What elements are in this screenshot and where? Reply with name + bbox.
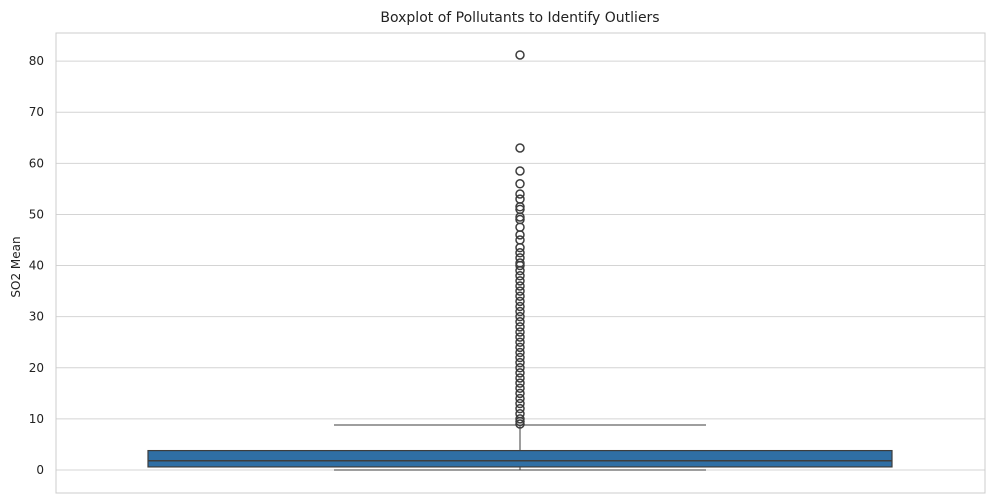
outlier-point-37 — [515, 235, 525, 245]
outlier-point-8 — [515, 383, 525, 393]
gridlines — [56, 60, 985, 471]
y-tick-label-60: 60 — [29, 156, 44, 170]
outlier-point-17 — [515, 337, 525, 347]
outlier-point-28 — [515, 281, 525, 291]
outlier-point-23 — [515, 306, 525, 317]
outlier-point-44 — [515, 194, 525, 204]
outlier-point-19 — [515, 327, 525, 337]
outlier-point-29 — [515, 276, 525, 286]
outlier-point-35 — [515, 248, 525, 258]
y-tick-label-20: 20 — [29, 361, 44, 375]
y-tick-label-70: 70 — [29, 105, 44, 119]
outlier-point-10 — [515, 373, 525, 383]
outlier-point-9 — [515, 378, 525, 388]
outlier-point-48 — [515, 143, 525, 153]
y-tick-label-30: 30 — [29, 310, 44, 324]
outlier-point-13 — [515, 357, 525, 368]
outlier-point-2 — [515, 414, 525, 424]
outlier-point-38 — [515, 230, 525, 240]
outlier-point-49 — [515, 50, 525, 60]
outlier-point-24 — [515, 301, 525, 312]
outlier-point-18 — [515, 332, 525, 342]
outlier-point-36 — [515, 242, 525, 253]
outlier-point-47 — [515, 166, 525, 176]
outlier-point-5 — [515, 398, 525, 409]
outlier-point-11 — [515, 368, 525, 378]
outlier-point-12 — [515, 363, 525, 373]
y-tick-labels: 0 10 20 30 40 50 60 70 80 — [29, 54, 44, 477]
outlier-point-4 — [515, 403, 525, 414]
outlier-point-25 — [515, 296, 525, 307]
y-tick-label-10: 10 — [29, 412, 44, 426]
outlier-point-33 — [515, 258, 525, 268]
outlier-point-20 — [515, 322, 525, 332]
outlier-point-16 — [515, 342, 525, 353]
outlier-point-3 — [515, 409, 525, 419]
outlier-point-15 — [515, 347, 525, 358]
outlier-point-30 — [515, 271, 525, 281]
chart-title: Boxplot of Pollutants to Identify Outlie… — [380, 10, 659, 26]
outlier-point-45 — [515, 189, 525, 199]
iqr-box — [147, 449, 893, 468]
outlier-point-46 — [515, 179, 525, 189]
y-tick-label-80: 80 — [29, 54, 44, 68]
y-tick-label-0: 0 — [36, 463, 44, 477]
y-axis-label: SO2 Mean — [9, 236, 23, 297]
y-tick-label-40: 40 — [29, 259, 44, 273]
y-tick-label-50: 50 — [29, 207, 44, 221]
outlier-points — [515, 50, 525, 429]
outlier-point-14 — [515, 352, 525, 363]
outlier-point-22 — [515, 311, 525, 322]
outlier-point-39 — [515, 222, 525, 232]
outlier-point-7 — [515, 388, 525, 399]
plot-area-frame — [55, 32, 986, 494]
outlier-point-34 — [515, 253, 525, 263]
outlier-point-6 — [515, 393, 525, 404]
outlier-point-21 — [515, 317, 525, 327]
box-element — [147, 424, 893, 471]
outlier-point-26 — [515, 291, 525, 301]
outlier-point-27 — [515, 286, 525, 296]
